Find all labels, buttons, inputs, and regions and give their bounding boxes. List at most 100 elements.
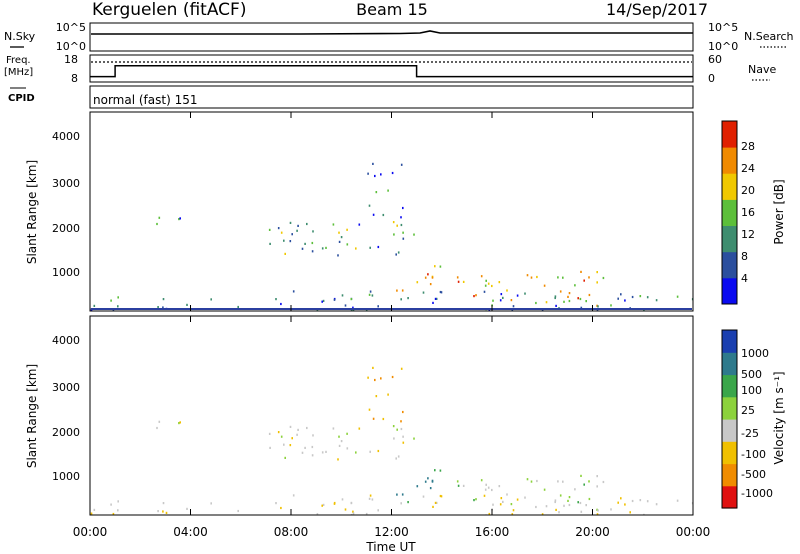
- echo-cell: [574, 284, 576, 287]
- echo-cell: [631, 499, 634, 503]
- echo-cell: [375, 191, 378, 194]
- echo-cell: [473, 499, 475, 502]
- echo-cell: [512, 509, 515, 512]
- echo-cell: [596, 304, 598, 307]
- x-tick-24: 00:00: [676, 525, 711, 539]
- echo-cell: [555, 304, 557, 307]
- echo-cell: [402, 206, 404, 210]
- echo-cell: [333, 502, 336, 505]
- power-cbar-tick-20: 20: [741, 184, 755, 197]
- echo-cell: [387, 189, 389, 192]
- velocity-colorbar-frame: [721, 329, 738, 509]
- echo-cell: [439, 469, 442, 472]
- echo-cell: [596, 513, 599, 515]
- echo-cell: [555, 508, 557, 511]
- echo-cell: [596, 271, 598, 274]
- echo-cell: [344, 304, 347, 307]
- echo-cell: [301, 247, 304, 250]
- velocity-cbar-tick-neg500: -500: [741, 468, 766, 481]
- echo-cell: [480, 275, 483, 278]
- echo-cell: [280, 231, 283, 234]
- echo-cell: [377, 305, 379, 308]
- echo-cell: [396, 493, 398, 496]
- echo-cell: [416, 485, 419, 488]
- echo-cell: [422, 495, 425, 498]
- echo-cell: [387, 393, 389, 396]
- echo-cell: [374, 174, 376, 178]
- echo-cell: [427, 273, 429, 276]
- echo-cell: [292, 494, 295, 497]
- echo-cell: [210, 502, 212, 505]
- power-ytick-2000: 2000: [52, 222, 80, 235]
- echo-cell: [535, 301, 537, 305]
- echo-cell: [563, 504, 565, 507]
- echo-cell: [610, 508, 612, 511]
- beam-title: Beam 15: [356, 0, 428, 19]
- echo-cell: [277, 227, 280, 230]
- echo-cell: [346, 447, 349, 450]
- echo-cell: [117, 305, 119, 308]
- echo-cell: [311, 241, 314, 245]
- echo-cell: [536, 275, 538, 279]
- nave-tick-bottom: 0: [708, 72, 715, 85]
- echo-cell: [597, 305, 599, 308]
- echo-cell: [380, 173, 382, 176]
- echo-cell: [512, 305, 515, 308]
- echo-cell: [365, 512, 368, 515]
- echo-cell: [541, 309, 544, 311]
- power-cbar-tick-8: 8: [741, 250, 748, 263]
- echo-cell: [413, 233, 415, 236]
- echo-cell: [541, 513, 544, 515]
- echo-cell: [157, 306, 159, 309]
- noise-left-tick-bottom: 10^0: [56, 40, 86, 53]
- echo-cell: [325, 450, 327, 453]
- echo-cell: [563, 300, 565, 303]
- echo-cell: [372, 417, 375, 420]
- echo-cell: [502, 296, 504, 299]
- date-title: 14/Sep/2017: [606, 0, 708, 19]
- echo-cell: [369, 290, 372, 293]
- echo-cell: [543, 488, 546, 491]
- echo-cell: [500, 293, 503, 296]
- echo-cell: [400, 367, 403, 370]
- echo-cell: [577, 501, 579, 504]
- echo-cell: [655, 299, 658, 302]
- echo-cell: [502, 500, 504, 503]
- x-tick-12: 12:00: [374, 525, 409, 539]
- echo-cell: [275, 298, 277, 301]
- echo-cell: [392, 221, 395, 224]
- nave-tick-top: 60: [708, 53, 722, 66]
- echo-cell: [429, 283, 432, 286]
- echo-cell: [488, 512, 491, 515]
- echo-cell: [498, 485, 501, 488]
- echo-cell: [554, 296, 556, 300]
- velocity-cbar-tick-neg25: -25: [741, 427, 759, 440]
- echo-cell: [382, 213, 385, 217]
- echo-cell: [395, 253, 397, 256]
- echo-cell: [516, 498, 519, 501]
- echo-cell: [568, 496, 571, 499]
- echo-cell: [554, 499, 557, 502]
- echo-cell: [289, 425, 292, 428]
- echo-cell: [332, 427, 335, 430]
- colorbar-segment: [722, 463, 737, 487]
- colorbar-segment: [722, 396, 737, 420]
- echo-cell: [524, 496, 526, 499]
- echo-cell: [536, 479, 538, 483]
- echo-cell: [439, 290, 442, 294]
- noise-search-label: N.Search: [744, 30, 794, 43]
- echo-cell: [484, 284, 487, 287]
- echo-cell: [344, 508, 347, 511]
- echo-cell: [110, 503, 112, 506]
- echo-cell: [431, 276, 434, 279]
- echo-cell: [377, 449, 380, 453]
- echo-cell: [289, 444, 292, 447]
- echo-cell: [631, 295, 634, 299]
- echo-cell: [402, 237, 405, 240]
- echo-cell: [579, 501, 582, 505]
- power-data: [90, 162, 693, 311]
- velocity-colorbar-label: Velocity [m s⁻¹]: [772, 371, 786, 464]
- echo-cell: [440, 291, 443, 294]
- noise-left-tick-top: 10^5: [56, 21, 86, 34]
- echo-cell: [620, 497, 622, 500]
